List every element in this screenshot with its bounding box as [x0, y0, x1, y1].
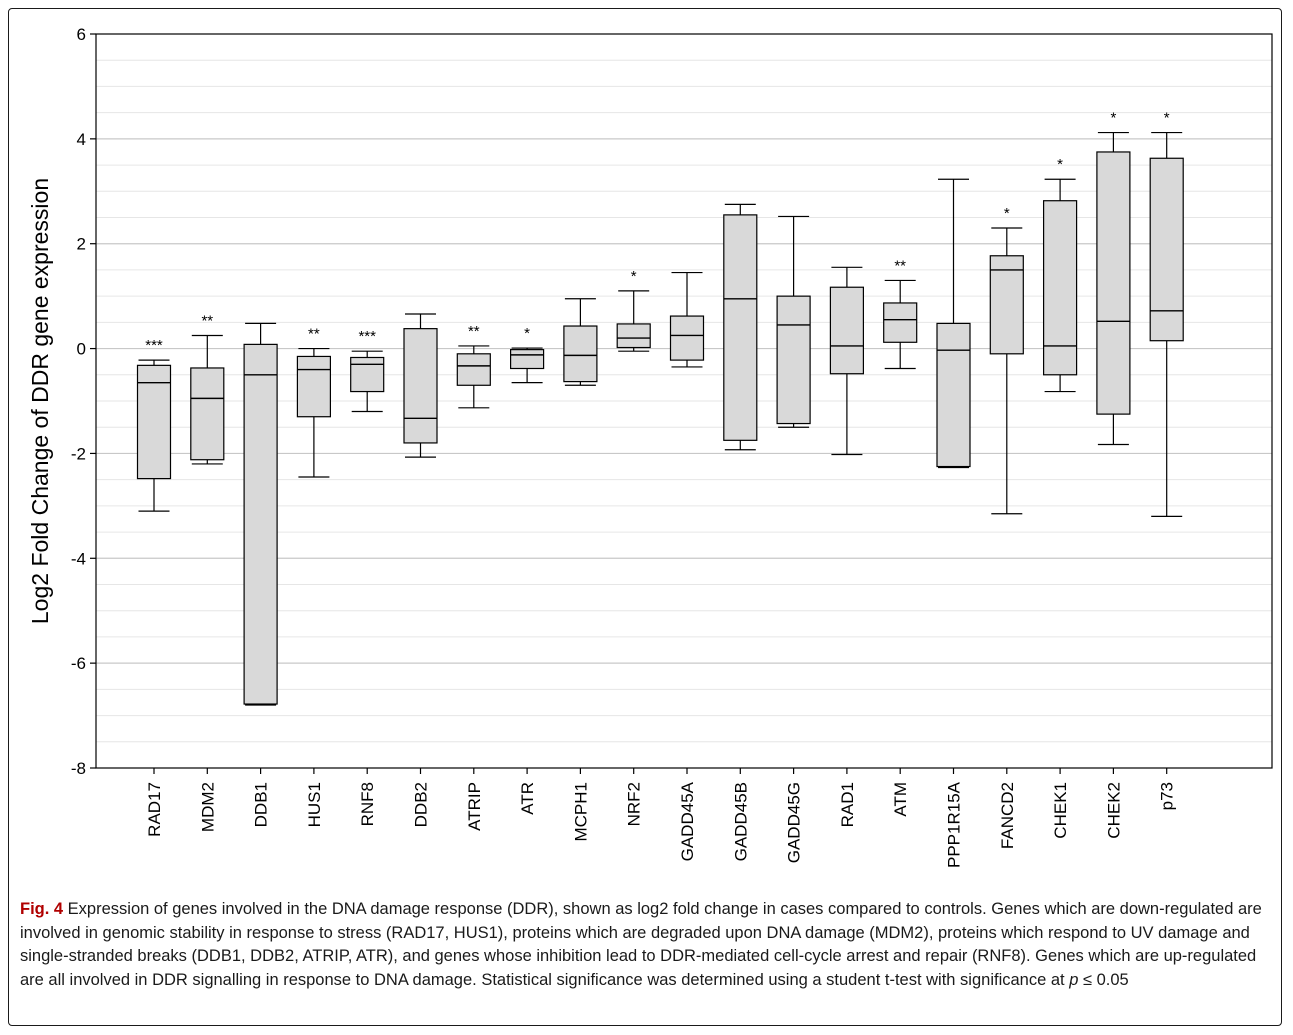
category-label: RAD17	[145, 782, 164, 837]
box-CHEK1: *	[1042, 156, 1078, 393]
iqr-box	[403, 328, 438, 444]
category-label: DDB1	[252, 782, 271, 827]
category-label: ATRIP	[465, 782, 484, 831]
plot-area-border	[95, 33, 1273, 769]
iqr-box	[989, 255, 1024, 355]
figure-frame	[8, 8, 1282, 1026]
iqr-box	[669, 315, 705, 361]
iqr-box	[723, 214, 758, 441]
significance-label: **	[894, 257, 906, 274]
caption-text: Expression of genes involved in the DNA …	[20, 900, 1262, 989]
box-PPP1R15A	[936, 178, 971, 469]
category-label: DDB2	[412, 782, 431, 827]
iqr-box	[829, 286, 865, 375]
y-tick-label: 4	[77, 130, 86, 149]
category-label: CHEK2	[1104, 782, 1123, 839]
iqr-box	[563, 325, 598, 383]
gridlines	[96, 59, 1272, 743]
iqr-box	[136, 364, 172, 480]
box-ATR: *	[510, 325, 545, 384]
significance-label: *	[1110, 110, 1116, 127]
box-HUS1: **	[296, 326, 331, 478]
y-tick-label: 2	[77, 235, 86, 254]
iqr-box	[776, 295, 811, 425]
y-tick-label: 6	[77, 25, 86, 44]
category-label: FANCD2	[998, 782, 1017, 849]
boxes-layer: ******* *** ** ******* *	[136, 110, 1184, 706]
figure-caption: Fig. 4 Expression of genes involved in t…	[20, 898, 1282, 992]
box-ATM: **	[883, 257, 918, 370]
box-GADD45A	[669, 271, 705, 368]
box-MDM2: **	[190, 312, 225, 465]
category-label: PPP1R15A	[945, 781, 964, 868]
category-label: MCPH1	[571, 782, 590, 842]
iqr-box	[1149, 157, 1184, 342]
box-DDB1	[243, 322, 278, 706]
category-label: GADD45B	[731, 782, 750, 861]
box-GADD45B	[723, 203, 758, 451]
box-p73: *	[1149, 110, 1184, 517]
box-ATRIP: **	[456, 323, 491, 409]
category-label: p73	[1158, 782, 1177, 810]
significance-label: **	[201, 312, 213, 329]
y-tick-label: -6	[71, 654, 86, 673]
box-RAD1	[829, 266, 865, 456]
y-axis: 6 4 2 0 -2 -4 -6 -8	[71, 25, 96, 778]
significance-label: *	[524, 325, 530, 342]
y-tick-label: 0	[77, 340, 86, 359]
box-DDB2	[403, 313, 438, 458]
significance-label: ***	[145, 337, 163, 354]
iqr-box	[456, 353, 491, 386]
box-CHEK2: *	[1096, 110, 1131, 446]
box-GADD45G	[776, 215, 811, 428]
iqr-box	[510, 349, 545, 370]
iqr-box	[350, 356, 385, 393]
iqr-box	[243, 343, 278, 705]
y-axis-title: Log2 Fold Change of DDR gene expression	[27, 178, 53, 624]
x-axis: RAD17 MDM2 DDB1 HUS1 RNF8 DDB2 ATRIP ATR MCPH1 NR…	[145, 768, 1177, 868]
significance-label: *	[1004, 205, 1010, 222]
iqr-box	[936, 322, 971, 468]
category-label: ATR	[518, 782, 537, 815]
y-tick-label: -4	[71, 549, 86, 568]
category-label: MDM2	[198, 782, 217, 832]
category-label: RAD1	[838, 782, 857, 827]
significance-label: ***	[358, 328, 376, 345]
category-label: NRF2	[625, 782, 644, 826]
category-label: CHEK1	[1051, 782, 1070, 839]
box-NRF2: *	[616, 268, 651, 352]
box-FANCD2: *	[989, 205, 1024, 515]
category-label: RNF8	[358, 782, 377, 826]
category-label: ATM	[891, 782, 910, 817]
iqr-box	[1042, 200, 1078, 376]
significance-label: *	[631, 268, 637, 285]
category-label: HUS1	[305, 782, 324, 827]
significance-label: **	[308, 326, 320, 343]
iqr-box	[296, 355, 331, 418]
iqr-box	[1096, 151, 1131, 415]
box-RAD17: ***	[136, 337, 172, 512]
iqr-box	[616, 323, 651, 349]
y-tick-label: -8	[71, 759, 86, 778]
significance-label: **	[468, 323, 480, 340]
significance-label: *	[1057, 156, 1063, 173]
caption-p-symbol: p	[1069, 970, 1079, 989]
box-MCPH1	[563, 298, 598, 386]
category-label: GADD45A	[678, 781, 697, 861]
significance-label: *	[1164, 110, 1170, 127]
iqr-box	[190, 367, 225, 461]
iqr-box	[883, 302, 918, 343]
caption-label: Fig. 4	[20, 900, 64, 918]
y-tick-label: -2	[71, 444, 86, 463]
box-RNF8: ***	[350, 328, 385, 413]
category-label: GADD45G	[785, 782, 804, 863]
caption-text-end: ≤ 0.05	[1078, 970, 1129, 989]
